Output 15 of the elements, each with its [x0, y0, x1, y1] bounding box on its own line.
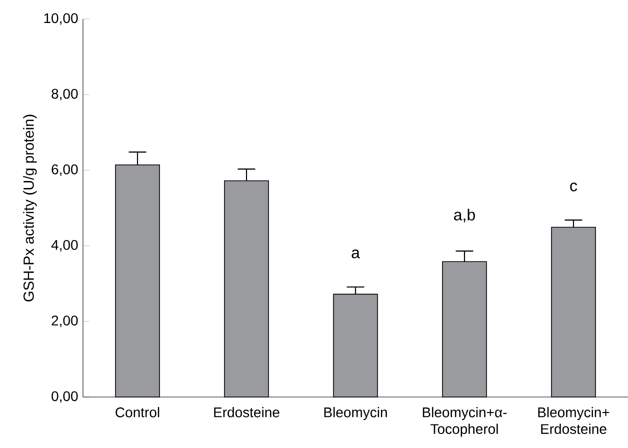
- x-tick-label: Bleomycin: [324, 407, 387, 420]
- x-tick-label: Erdosteine: [214, 407, 280, 418]
- x-tick-label: Bleomycin+ Erdosteine: [538, 407, 610, 434]
- y-tick-label: 6,00: [52, 164, 78, 176]
- y-tick-label: 8,00: [52, 88, 78, 100]
- y-tick-label: 0,00: [52, 391, 78, 403]
- annotation: a: [352, 250, 360, 258]
- y-tick-label: 4,00: [51, 240, 78, 252]
- x-tick-label: Control: [116, 407, 160, 418]
- y-axis-title: GSH-Px activity (U/g protein): [23, 114, 37, 302]
- x-tick-label: Bleomycin+α-Tocopherol: [422, 407, 507, 437]
- annotation: a,b: [454, 208, 475, 222]
- annotation: c: [570, 182, 578, 192]
- y-tick-label: 10,00: [44, 13, 78, 25]
- y-tick-label: 2,00: [52, 316, 78, 328]
